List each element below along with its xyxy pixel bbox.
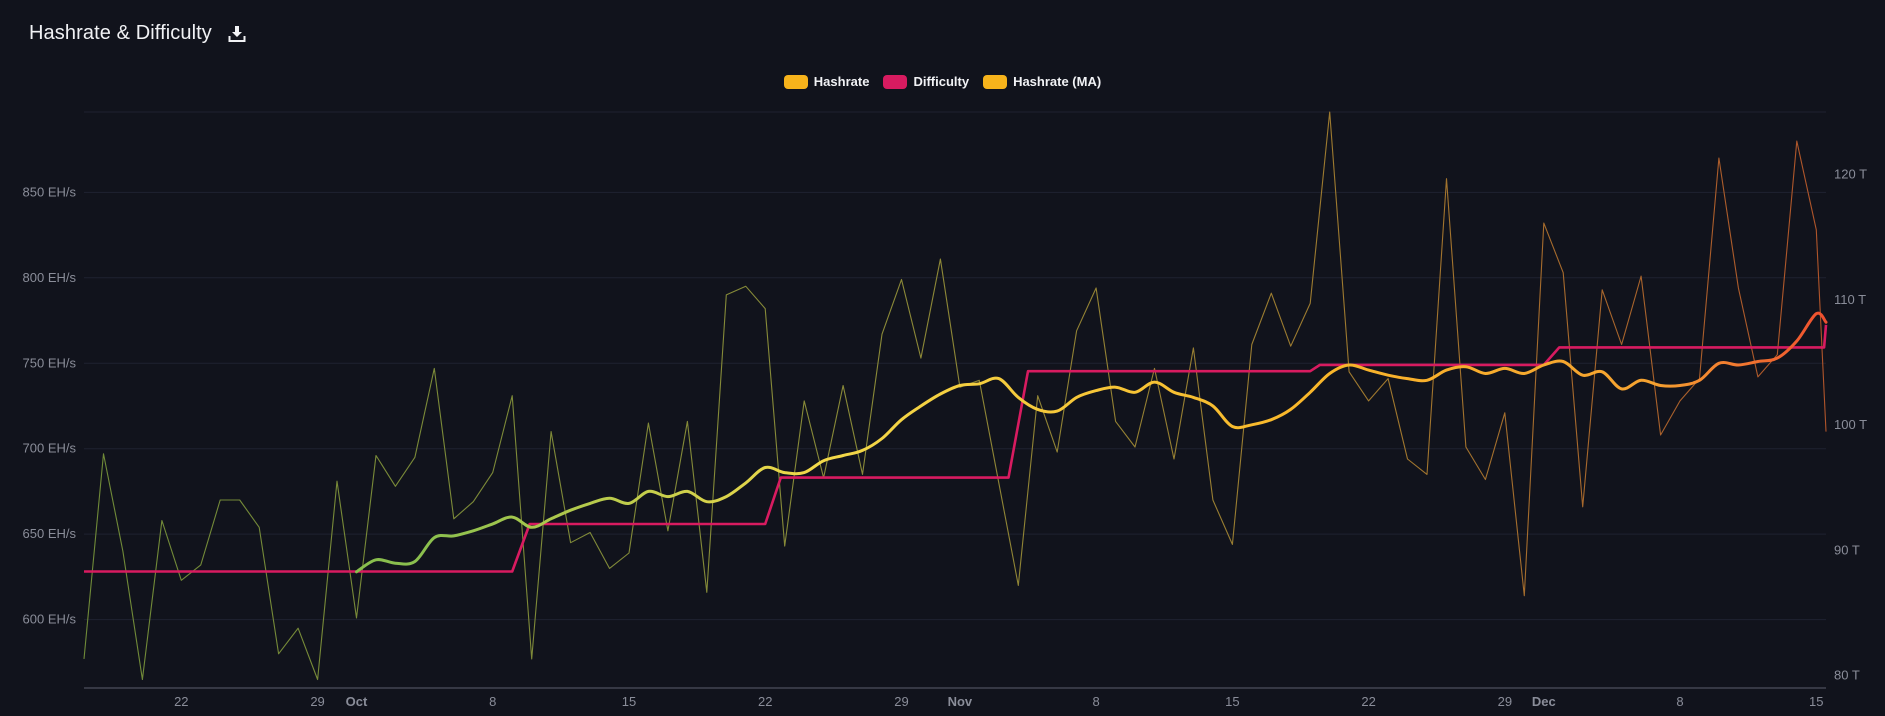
legend-label-difficulty: Difficulty bbox=[913, 74, 970, 89]
left-axis-tick-label: 750 EH/s bbox=[23, 355, 77, 370]
series-line-hashrate-ma bbox=[355, 311, 1828, 574]
x-axis-tick-label: 29 bbox=[1498, 694, 1512, 709]
left-axis-tick-label: 700 EH/s bbox=[23, 441, 77, 456]
series-line-hashrate bbox=[83, 111, 1827, 681]
grid-lines bbox=[84, 111, 1826, 621]
x-axis-tick-label: 22 bbox=[174, 694, 188, 709]
chart-header: Hashrate & Difficulty bbox=[29, 22, 248, 45]
right-axis-tick-label: 100 T bbox=[1834, 417, 1867, 432]
x-axis: 22 29 Oct 8 15 22 29 Nov 8 15 22 29 Dec 8 15 bbox=[174, 694, 1823, 709]
series-line-difficulty bbox=[84, 324, 1828, 573]
legend-label-hashrate: Hashrate bbox=[813, 74, 870, 89]
legend-item-hashrate[interactable]: Hashrate bbox=[783, 74, 870, 89]
x-axis-tick-label: 15 bbox=[1225, 694, 1239, 709]
right-axis-tick-label: 80 T bbox=[1834, 667, 1860, 682]
chart-title: Hashrate & Difficulty bbox=[29, 22, 212, 44]
x-axis-tick-label: 22 bbox=[758, 694, 772, 709]
x-axis-tick-label: 8 bbox=[1092, 694, 1099, 709]
x-axis-tick-label: Dec bbox=[1532, 694, 1556, 709]
download-icon[interactable] bbox=[226, 23, 248, 45]
legend-item-hashrate-ma[interactable]: Hashrate (MA) bbox=[983, 74, 1101, 89]
right-axis-tick-label: 120 T bbox=[1834, 167, 1867, 182]
x-axis-tick-label: 29 bbox=[894, 694, 908, 709]
x-axis-tick-label: 22 bbox=[1361, 694, 1375, 709]
x-axis-tick-label: Nov bbox=[948, 694, 973, 709]
legend-swatch-hashrate-ma bbox=[983, 74, 1008, 89]
x-axis-tick-label: 15 bbox=[1809, 694, 1823, 709]
legend-swatch-hashrate bbox=[783, 74, 808, 89]
left-axis-tick-label: 600 EH/s bbox=[23, 612, 77, 627]
left-axis-tick-label: 850 EH/s bbox=[23, 184, 77, 199]
right-axis: 80 T 90 T 100 T 110 T 120 T bbox=[1834, 167, 1867, 683]
x-axis-tick-label: 8 bbox=[1676, 694, 1683, 709]
legend-label-hashrate-ma: Hashrate (MA) bbox=[1013, 74, 1102, 89]
legend-swatch-difficulty bbox=[883, 74, 908, 89]
left-axis-tick-label: 800 EH/s bbox=[23, 270, 77, 285]
x-axis-tick-label: Oct bbox=[346, 694, 368, 709]
x-axis-tick-label: 8 bbox=[489, 694, 496, 709]
left-axis: 600 EH/s 650 EH/s 700 EH/s 750 EH/s 800 EH/s… bbox=[23, 184, 77, 626]
left-axis-tick-label: 650 EH/s bbox=[23, 526, 77, 541]
legend-item-difficulty[interactable]: Difficulty bbox=[883, 74, 969, 89]
x-axis-tick-label: 15 bbox=[622, 694, 636, 709]
x-axis-tick-label: 29 bbox=[310, 694, 324, 709]
right-axis-tick-label: 90 T bbox=[1834, 542, 1860, 557]
chart-legend: Hashrate Difficulty Hashrate (MA) bbox=[0, 74, 1885, 89]
right-axis-tick-label: 110 T bbox=[1834, 292, 1866, 307]
